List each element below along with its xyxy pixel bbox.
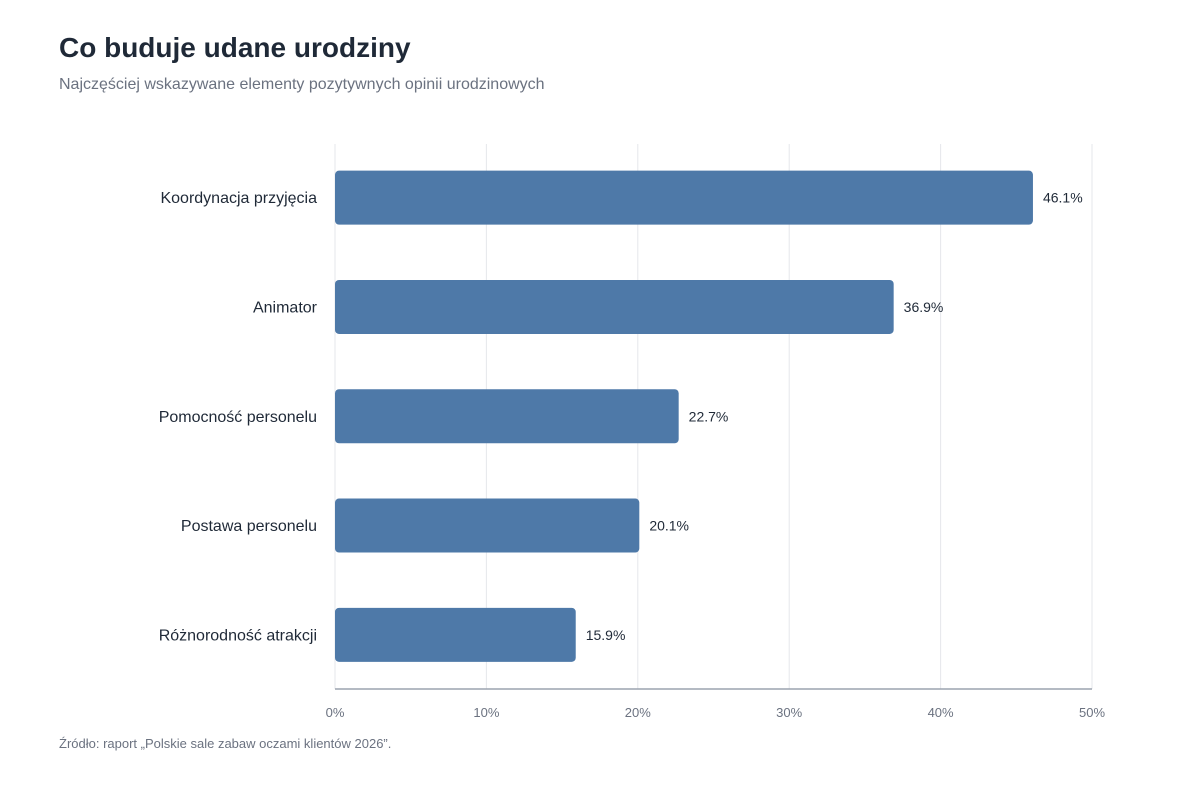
- x-tick-label: 40%: [928, 705, 954, 720]
- source-note: Źródło: raport „Polskie sale zabaw oczam…: [59, 736, 392, 751]
- value-label: 22.7%: [689, 408, 729, 424]
- bar: [335, 607, 576, 662]
- bar: [335, 389, 679, 444]
- category-label: Koordynacja przyjęcia: [160, 190, 317, 207]
- labels: 0% 10% 20% 30% 40% 50% Koordynacja przyjęcia 46…: [159, 190, 1106, 720]
- x-tick-label: 10%: [473, 705, 499, 720]
- chart-subtitle: Najczęściej wskazywane elementy pozytywn…: [59, 76, 545, 93]
- x-tick-label: 30%: [776, 705, 802, 720]
- bar: [335, 170, 1033, 225]
- value-label: 20.1%: [649, 518, 689, 534]
- x-tick-label: 20%: [625, 705, 651, 720]
- value-label: 46.1%: [1043, 190, 1083, 206]
- category-label: Animator: [253, 299, 318, 316]
- bars: [335, 170, 1033, 662]
- x-tick-label: 50%: [1079, 705, 1105, 720]
- chart-title: Co buduje udane urodziny: [59, 32, 411, 63]
- bar: [335, 279, 894, 334]
- value-label: 15.9%: [586, 627, 626, 643]
- value-label: 36.9%: [904, 299, 944, 315]
- category-label: Różnorodność atrakcji: [159, 627, 317, 644]
- category-label: Pomocność personelu: [159, 409, 317, 426]
- bar: [335, 498, 640, 553]
- x-tick-label: 0%: [326, 705, 345, 720]
- category-label: Postawa personelu: [181, 518, 317, 535]
